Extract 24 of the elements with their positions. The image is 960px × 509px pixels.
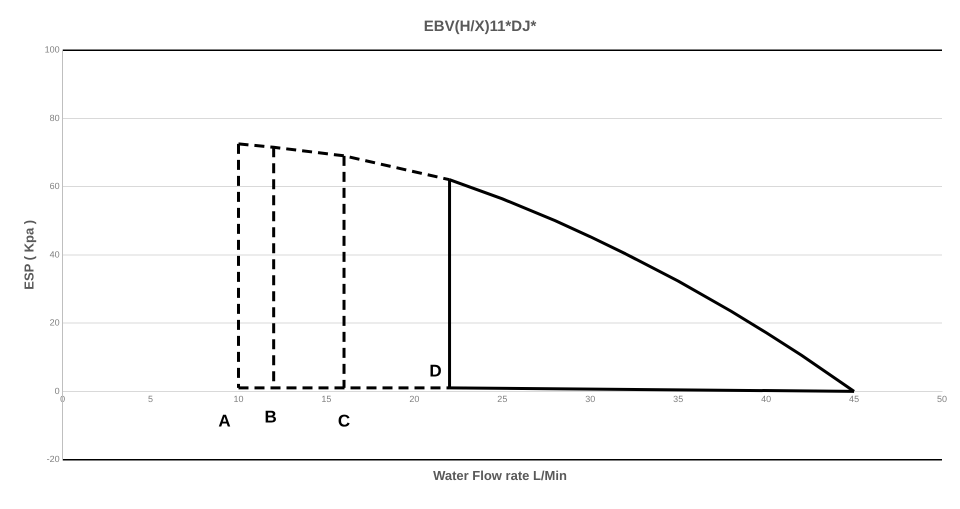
x-tick-label: 20 (409, 394, 420, 404)
annotation: B (264, 408, 277, 427)
x-tick-label: 25 (497, 394, 508, 404)
annotation: D (429, 362, 442, 381)
x-tick-label: 40 (761, 394, 772, 404)
y-axis-title: ESP ( Kpa ) (21, 220, 36, 290)
x-tick-label: 45 (849, 394, 860, 404)
x-tick-label: 5 (148, 394, 154, 404)
x-tick-label: 10 (233, 394, 244, 404)
annotation: C (338, 412, 350, 431)
y-tick-label: 40 (50, 249, 60, 260)
y-tick-label: 60 (50, 181, 60, 192)
x-tick-label: 15 (321, 394, 332, 404)
x-tick-label: 35 (673, 394, 684, 404)
x-tick-label: 30 (585, 394, 596, 404)
y-tick-label: 100 (44, 44, 60, 54)
y-tick-label: 0 (54, 386, 60, 396)
y-tick-label: 20 (50, 318, 60, 328)
annotation: A (218, 412, 231, 431)
chart-title: EBV(H/X)11*DJ* (424, 18, 536, 36)
y-tick-label: -20 (46, 454, 60, 464)
x-axis-title: Water Flow rate L/Min (432, 468, 568, 483)
x-tick-label: 50 (936, 394, 948, 404)
y-tick-label: 80 (50, 112, 60, 123)
